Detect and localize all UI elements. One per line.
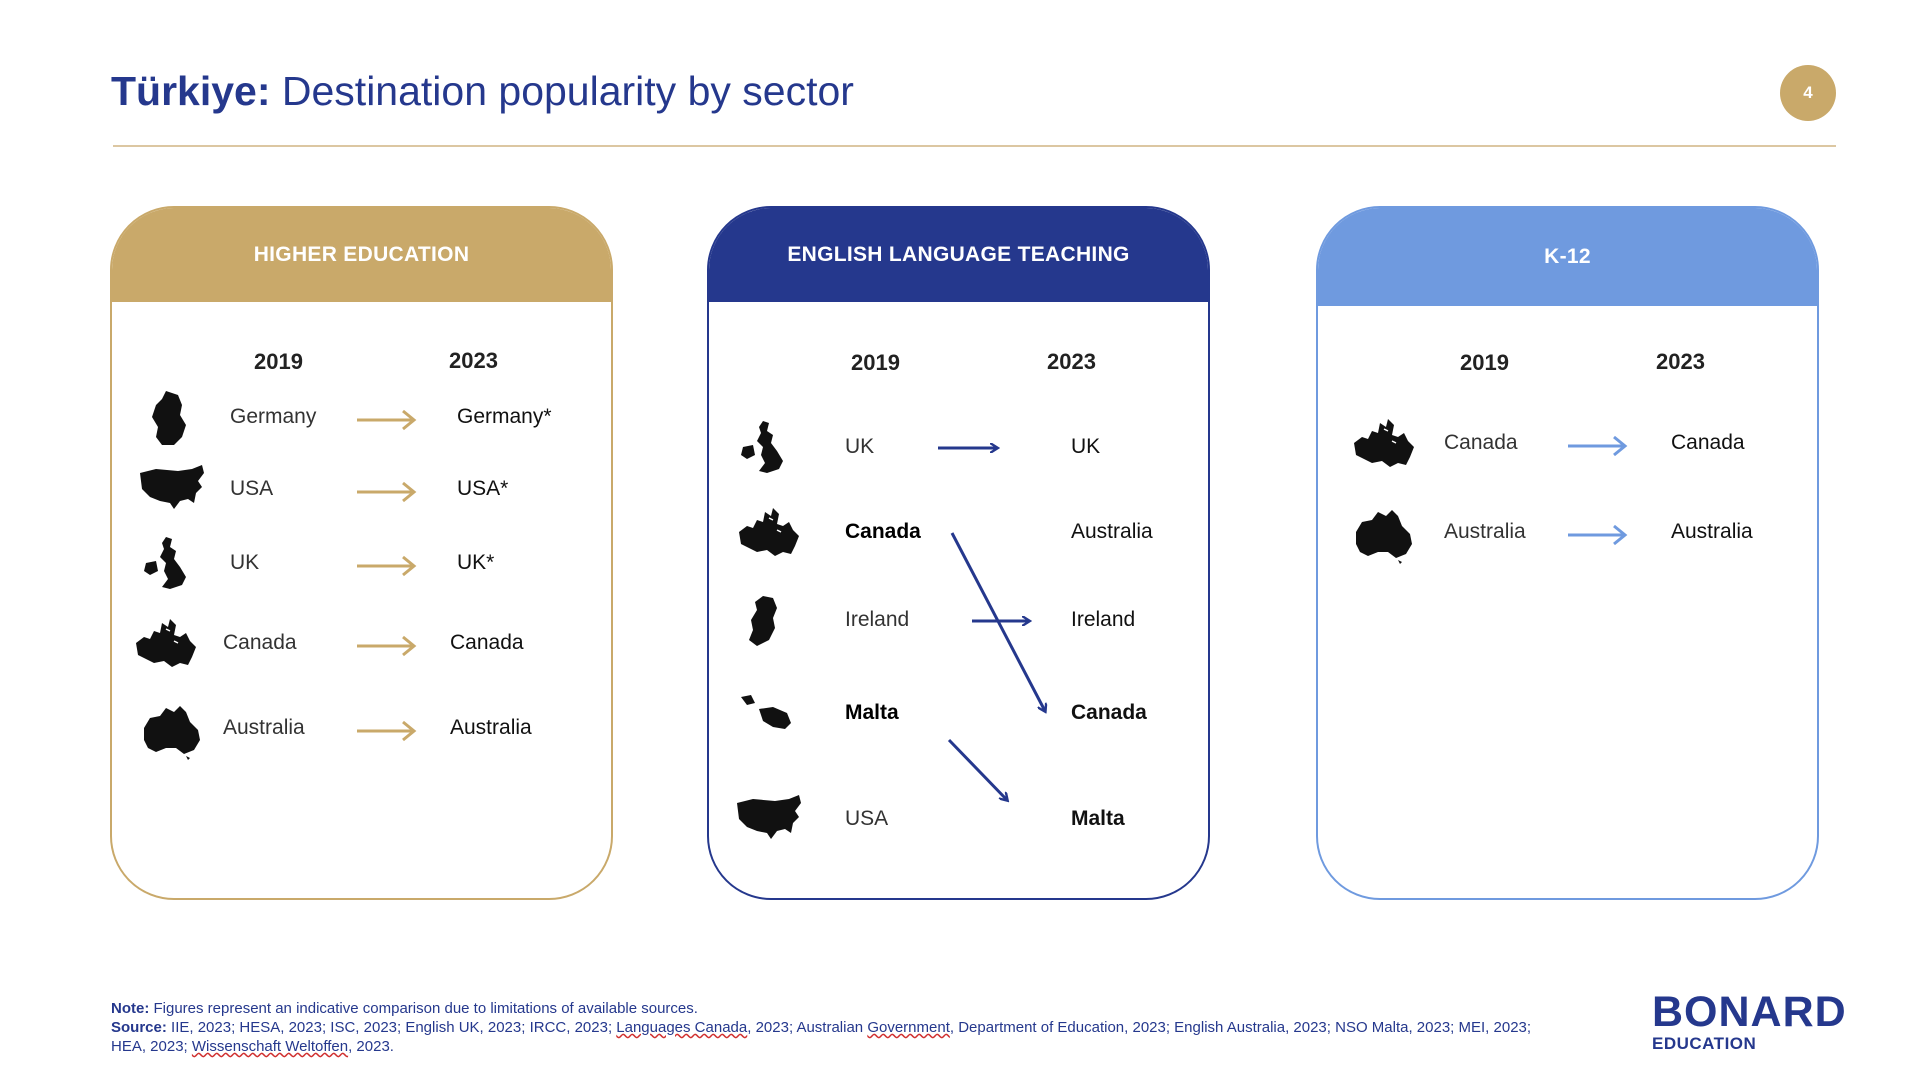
origin-label: Malta — [845, 701, 899, 724]
destination-label: Australia — [1071, 520, 1153, 543]
k12-panel: K-12 2019 2023 Canada Canada Australia Aust… — [1316, 206, 1819, 900]
footer-notes: Note: Figures represent an indicative co… — [111, 999, 1591, 1056]
origin-label: Germany — [230, 405, 317, 428]
gold-arrow-icon — [355, 634, 419, 658]
page-number-badge: 4 — [1780, 65, 1836, 121]
elt-header: ENGLISH LANGUAGE TEACHING — [709, 208, 1208, 302]
higher-education-panel: HIGHER EDUCATION 2019 2023 Germany German… — [110, 206, 613, 900]
english-language-teaching-panel: ENGLISH LANGUAGE TEACHING 2019 2023 UK Ca… — [707, 206, 1210, 900]
canada-map-icon — [130, 613, 202, 675]
year-2019-label: 2019 — [1460, 350, 1509, 375]
destination-label: UK — [1071, 435, 1101, 458]
australia-map-icon — [1348, 502, 1420, 564]
title-text: Destination popularity by sector — [270, 68, 854, 114]
page-title: Türkiye: Destination popularity by secto… — [111, 68, 854, 115]
year-2019-label: 2019 — [254, 349, 303, 374]
destination-label: UK* — [457, 551, 495, 574]
note-line: Note: Figures represent an indicative co… — [111, 1000, 698, 1017]
origin-label: Australia — [1444, 520, 1526, 543]
title-country: Türkiye: — [111, 68, 271, 114]
australia-map-icon — [136, 698, 208, 760]
gold-arrow-icon — [355, 480, 419, 504]
usa-map-icon — [136, 459, 208, 521]
year-2023-label: 2023 — [1656, 349, 1705, 374]
destination-label: Canada — [1671, 431, 1745, 454]
destination-label: Canada — [450, 631, 524, 654]
origin-label: USA — [845, 807, 889, 830]
title-divider — [113, 145, 1836, 147]
bonard-logo: BONARD EDUCATION — [1652, 988, 1847, 1053]
higher-education-header: HIGHER EDUCATION — [112, 208, 611, 302]
usa-map-icon — [733, 789, 805, 851]
destination-label: Malta — [1071, 807, 1125, 830]
origin-label: Canada — [223, 631, 297, 654]
source-line-cont: HEA, 2023; Wissenschaft Weltoffen, 2023. — [111, 1038, 394, 1055]
origin-label: UK — [845, 435, 875, 458]
year-2023-label: 2023 — [1047, 349, 1096, 374]
gold-arrow-icon — [355, 408, 419, 432]
origin-label: Ireland — [845, 608, 910, 631]
origin-label: Canada — [1444, 431, 1518, 454]
malta-to-malta-arrow — [947, 738, 1007, 800]
destination-label: Canada — [1071, 701, 1147, 724]
source-line: Source: IIE, 2023; HESA, 2023; ISC, 2023… — [111, 1019, 1532, 1036]
origin-label: Canada — [845, 520, 921, 543]
gold-arrow-icon — [355, 554, 419, 578]
uk-map-icon — [136, 533, 208, 595]
blue-arrow-icon — [1566, 434, 1630, 458]
destination-label: Ireland — [1071, 608, 1136, 631]
blue-arrow-icon — [1566, 523, 1630, 547]
germany-map-icon — [136, 387, 208, 449]
malta-map-icon — [733, 683, 805, 745]
origin-label: UK — [230, 551, 260, 574]
destination-label: Australia — [450, 716, 532, 739]
destination-label: Germany* — [457, 405, 552, 428]
origin-label: USA — [230, 477, 274, 500]
ireland-map-icon — [733, 590, 805, 652]
destination-label: USA* — [457, 477, 509, 500]
origin-label: Australia — [223, 716, 305, 739]
uk-map-icon — [733, 417, 805, 479]
year-2023-label: 2023 — [449, 348, 498, 373]
gold-arrow-icon — [355, 719, 419, 743]
year-2019-label: 2019 — [851, 350, 900, 375]
k12-header: K-12 — [1318, 208, 1817, 306]
canada-to-canada-arrow — [950, 532, 1045, 711]
canada-map-icon — [1348, 413, 1420, 475]
canada-map-icon — [733, 502, 805, 564]
destination-label: Australia — [1671, 520, 1753, 543]
